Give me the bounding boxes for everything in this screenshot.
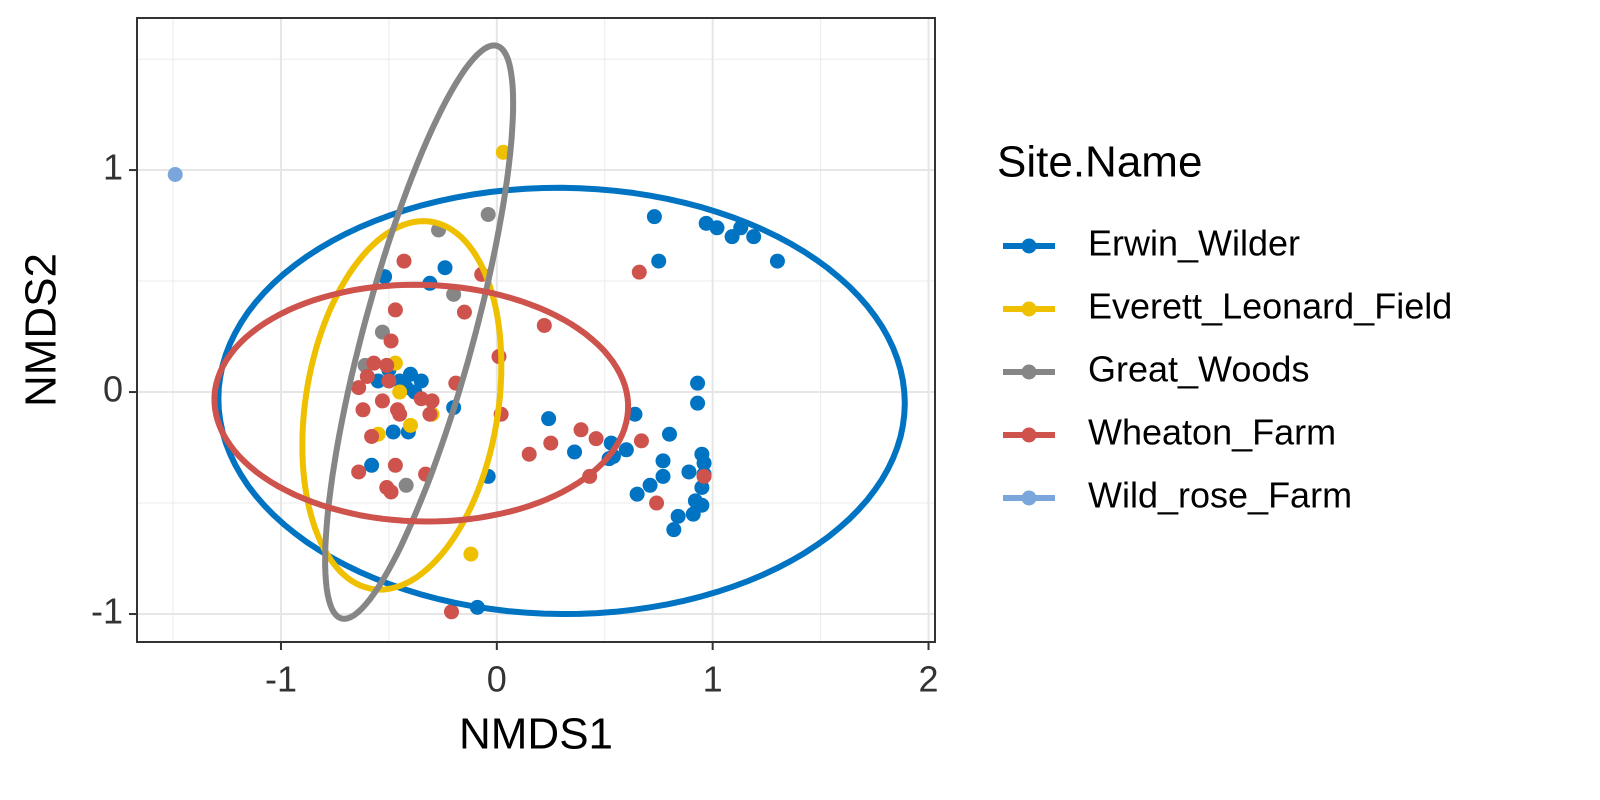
point bbox=[633, 433, 649, 449]
point bbox=[364, 457, 380, 473]
y-axis-title: NMDS2 bbox=[17, 253, 66, 407]
point bbox=[631, 264, 647, 280]
legend-label: Everett_Leonard_Field bbox=[1088, 286, 1452, 327]
point bbox=[627, 406, 643, 422]
point bbox=[366, 355, 382, 371]
legend-key-point bbox=[1021, 364, 1037, 380]
legend-key-point bbox=[1021, 301, 1037, 317]
point bbox=[424, 393, 440, 409]
ellipse bbox=[322, 42, 517, 622]
point bbox=[618, 442, 634, 458]
point bbox=[381, 373, 397, 389]
point bbox=[521, 446, 537, 462]
point bbox=[573, 422, 589, 438]
point bbox=[456, 304, 472, 320]
point bbox=[413, 373, 429, 389]
point bbox=[359, 369, 375, 385]
point bbox=[567, 444, 583, 460]
point bbox=[690, 395, 706, 411]
x-tick-label: 0 bbox=[487, 659, 507, 700]
point bbox=[374, 393, 390, 409]
point bbox=[681, 464, 697, 480]
point bbox=[387, 302, 403, 318]
point bbox=[446, 286, 462, 302]
point bbox=[383, 333, 399, 349]
x-tick-label: 1 bbox=[703, 659, 723, 700]
point bbox=[480, 206, 496, 222]
legend-title: Site.Name bbox=[997, 138, 1202, 187]
legend-key-point bbox=[1021, 490, 1037, 506]
legend-key-point bbox=[1021, 238, 1037, 254]
point bbox=[379, 479, 395, 495]
ellipse bbox=[215, 184, 908, 618]
point bbox=[364, 428, 380, 444]
point bbox=[402, 366, 418, 382]
legend-label: Wheaton_Farm bbox=[1088, 412, 1336, 453]
point bbox=[709, 220, 725, 236]
point bbox=[588, 431, 604, 447]
point bbox=[694, 479, 710, 495]
point bbox=[390, 402, 406, 418]
ellipse bbox=[211, 281, 632, 525]
point bbox=[355, 402, 371, 418]
point bbox=[696, 468, 712, 484]
point bbox=[651, 253, 667, 269]
legend-label: Wild_rose_Farm bbox=[1088, 475, 1352, 516]
point bbox=[385, 424, 401, 440]
point bbox=[629, 486, 645, 502]
point bbox=[351, 380, 367, 396]
point bbox=[746, 229, 762, 245]
y-tick-label: 1 bbox=[103, 147, 123, 188]
point bbox=[392, 384, 408, 400]
x-tick-label: 2 bbox=[919, 659, 939, 700]
point bbox=[649, 495, 665, 511]
point bbox=[690, 375, 706, 391]
point bbox=[541, 411, 557, 427]
legend-label: Erwin_Wilder bbox=[1088, 223, 1300, 264]
y-tick-label: 0 bbox=[103, 369, 123, 410]
x-tick-label: -1 bbox=[265, 659, 297, 700]
point bbox=[351, 464, 367, 480]
point bbox=[655, 453, 671, 469]
point bbox=[422, 406, 438, 422]
point bbox=[536, 317, 552, 333]
point bbox=[670, 508, 686, 524]
point bbox=[443, 604, 459, 620]
panel-border bbox=[136, 17, 936, 643]
point bbox=[398, 477, 414, 493]
ellipse bbox=[299, 218, 505, 593]
point bbox=[543, 435, 559, 451]
point bbox=[769, 253, 785, 269]
point bbox=[666, 522, 682, 538]
y-tick-label: -1 bbox=[91, 591, 123, 632]
legend-label: Great_Woods bbox=[1088, 349, 1309, 390]
x-axis-title: NMDS1 bbox=[459, 710, 613, 759]
point bbox=[379, 357, 395, 373]
legend-key-point bbox=[1021, 427, 1037, 443]
point bbox=[396, 253, 412, 269]
point bbox=[387, 457, 403, 473]
point bbox=[655, 468, 671, 484]
point bbox=[402, 417, 418, 433]
point bbox=[642, 477, 658, 493]
point bbox=[646, 209, 662, 225]
point bbox=[437, 260, 453, 276]
point bbox=[662, 426, 678, 442]
point bbox=[463, 546, 479, 562]
point bbox=[685, 506, 701, 522]
point bbox=[167, 166, 183, 182]
point bbox=[696, 455, 712, 471]
